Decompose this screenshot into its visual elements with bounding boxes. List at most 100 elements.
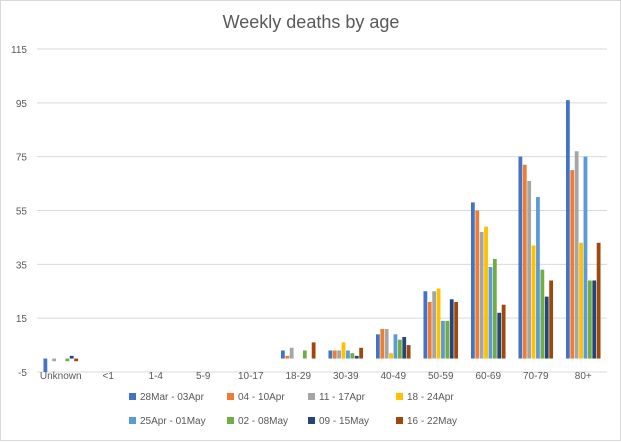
legend-swatch [396, 417, 403, 424]
bar [570, 170, 575, 359]
legend-item: 25Apr - 01May [129, 416, 206, 427]
bar [488, 267, 493, 359]
bar [354, 355, 359, 359]
bar [328, 350, 333, 359]
bar [43, 358, 48, 372]
bar [311, 342, 316, 359]
x-tick-label: 5-9 [196, 371, 211, 382]
bar [492, 258, 497, 359]
bar [449, 299, 454, 359]
bar [52, 358, 57, 362]
bar [596, 242, 601, 359]
bar [479, 232, 484, 359]
bar [583, 156, 588, 359]
y-tick-label: 35 [16, 260, 28, 271]
legend-swatch [396, 393, 403, 400]
x-tick-label: 60-69 [475, 371, 501, 382]
bar [402, 337, 407, 359]
legend-item: 09 - 15May [308, 416, 369, 427]
x-tick-label: <1 [103, 371, 115, 382]
chart-title: Weekly deaths by age [223, 12, 400, 32]
legend-swatch [129, 393, 136, 400]
bar [302, 350, 307, 359]
x-tick-label: 30-39 [333, 371, 359, 382]
bar [359, 347, 364, 359]
bar [565, 100, 570, 359]
bar [518, 156, 523, 359]
bar [375, 334, 380, 359]
bar [346, 350, 350, 359]
bar [65, 358, 70, 362]
x-tick-label: 10-17 [238, 371, 264, 382]
legend-swatch [308, 417, 315, 424]
bar [341, 342, 346, 359]
legend-label: 28Mar - 03Apr [140, 392, 205, 403]
bar [285, 355, 290, 359]
legend-item: 11 - 17Apr [308, 392, 366, 403]
bar [436, 288, 441, 359]
legend-swatch [227, 417, 234, 424]
legend-item: 16 - 22May [396, 416, 457, 427]
legend: 28Mar - 03Apr 04 - 10Apr 11 - 17Apr 18 - 24… [129, 392, 457, 427]
bar [280, 350, 285, 359]
y-axis-tick-labels: -5 15 35 55 75 95 115 [11, 45, 27, 379]
gridlines [37, 48, 607, 373]
bar [393, 334, 398, 359]
bar [574, 151, 579, 359]
bar [475, 210, 480, 359]
bar [423, 291, 428, 359]
bar [484, 226, 488, 359]
legend-label: 04 - 10Apr [238, 392, 285, 403]
y-tick-label: 15 [16, 314, 28, 325]
bar [332, 350, 337, 359]
bar [389, 353, 393, 359]
legend-swatch [129, 417, 136, 424]
y-tick-label: 95 [16, 99, 28, 110]
bar [289, 347, 294, 359]
bar [522, 164, 527, 359]
bar [384, 328, 389, 359]
bar [579, 242, 583, 359]
x-tick-label: 80+ [575, 371, 592, 382]
bar [587, 280, 592, 359]
legend-swatch [308, 393, 315, 400]
x-tick-label: 1-4 [149, 371, 164, 382]
bar [441, 320, 445, 359]
bar [350, 353, 355, 359]
bar [470, 202, 475, 359]
bar [445, 320, 450, 359]
y-tick-label: 115 [11, 45, 27, 56]
bar [531, 245, 536, 359]
legend-label: 09 - 15May [319, 416, 369, 427]
x-tick-label: 40-49 [380, 371, 406, 382]
y-tick-label: -5 [18, 368, 27, 379]
bar [432, 291, 437, 359]
bars [43, 100, 601, 372]
legend-item: 02 - 08May [227, 416, 288, 427]
bar [397, 339, 402, 359]
legend-item: 28Mar - 03Apr [129, 392, 205, 403]
y-tick-label: 75 [16, 153, 28, 164]
bar [501, 304, 506, 359]
x-tick-label: 18-29 [285, 371, 311, 382]
legend-swatch [227, 393, 234, 400]
bar [527, 180, 532, 359]
bar [549, 280, 554, 359]
x-tick-label: 70-79 [523, 371, 549, 382]
bar [69, 355, 74, 359]
bar [427, 302, 432, 359]
y-tick-label: 55 [16, 207, 28, 218]
bar [380, 328, 385, 359]
x-tick-label: 50-59 [428, 371, 454, 382]
legend-label: 25Apr - 01May [140, 416, 206, 427]
legend-label: 18 - 24Apr [407, 392, 454, 403]
legend-label: 16 - 22May [407, 416, 457, 427]
bar [454, 302, 459, 359]
x-axis-tick-labels: Unknown <1 1-4 5-9 10-17 18-29 30-39 40-49 50-59… [40, 371, 592, 382]
bar [497, 312, 502, 359]
bar [406, 345, 411, 359]
bar [536, 197, 540, 359]
bar [544, 296, 549, 359]
